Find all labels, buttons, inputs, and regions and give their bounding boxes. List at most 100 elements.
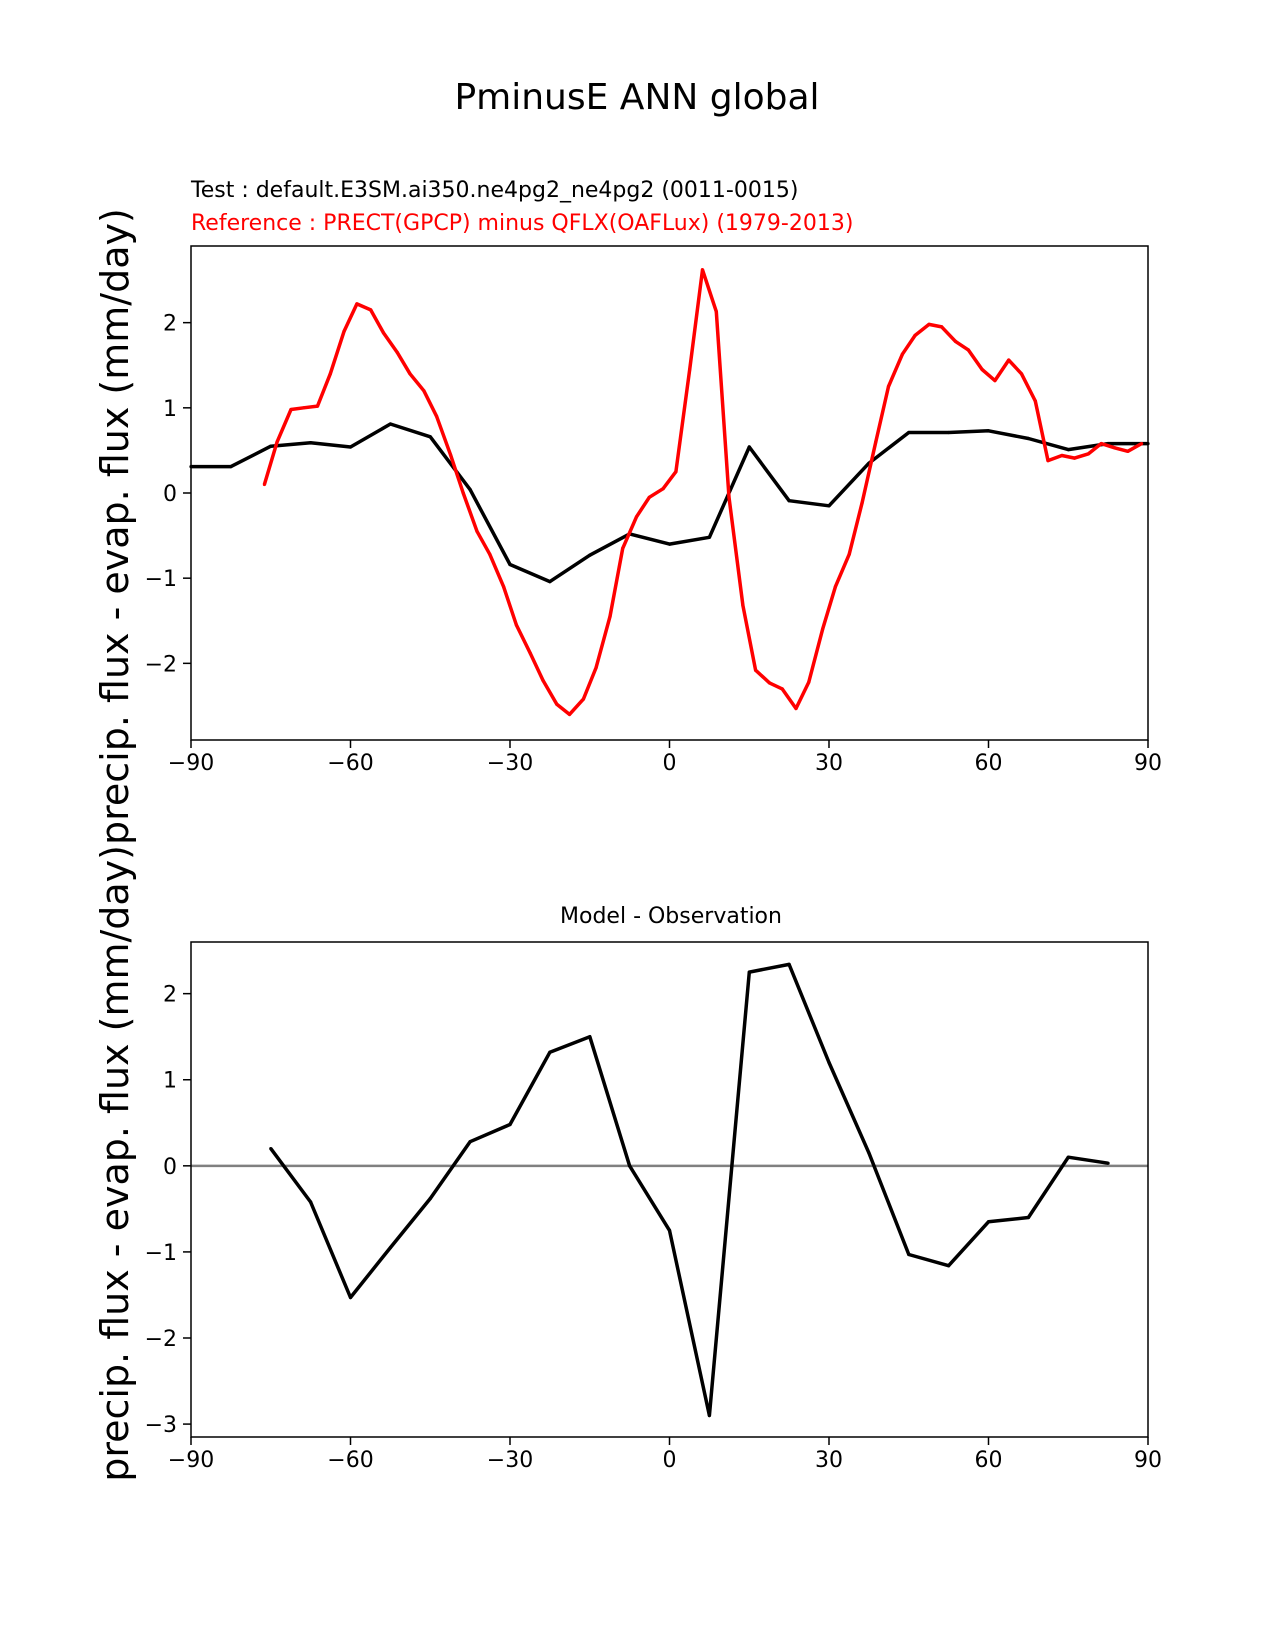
reference-data-point <box>422 389 426 393</box>
difference-data-point <box>269 1147 273 1151</box>
reference-data-point <box>714 310 718 314</box>
reference-data-point <box>1086 452 1091 456</box>
test-data-point <box>947 430 951 435</box>
reference-data-point <box>900 352 905 356</box>
y-tick-label: 1 <box>163 397 177 422</box>
reference-data-point <box>567 712 572 717</box>
reference-data-point <box>475 529 479 533</box>
reference-data-point <box>461 491 465 495</box>
reference-data-point <box>448 453 453 457</box>
reference-data-point <box>1126 449 1130 453</box>
reference-data-point <box>262 482 266 487</box>
difference-data-point <box>1066 1155 1070 1159</box>
top-panel: Test : default.E3SM.ai350.ne4pg2_ne4pg2 … <box>145 178 1162 776</box>
y-tick-label: −2 <box>145 652 177 677</box>
difference-data-point <box>348 1295 353 1300</box>
reference-label: Reference : PRECT(GPCP) minus QFLX(OAFLu… <box>191 211 853 236</box>
test-data-point <box>548 580 552 584</box>
difference-data-point <box>787 962 791 967</box>
reference-data-point <box>1060 453 1064 458</box>
x-tick-label: 0 <box>663 751 677 776</box>
bottom-plot-marks <box>191 962 1148 1418</box>
test-data-point <box>269 444 273 448</box>
x-tick-label: 0 <box>663 1448 677 1473</box>
reference-data-point <box>886 384 891 389</box>
difference-data-point <box>827 1060 831 1065</box>
x-tick-label: 90 <box>1134 1448 1162 1473</box>
reference-data-point <box>647 495 651 499</box>
test-data-point <box>309 441 313 445</box>
y-tick-label: −3 <box>145 1413 177 1438</box>
x-tick-label: 90 <box>1134 751 1162 776</box>
x-tick-label: −60 <box>327 751 373 776</box>
reference-data-point <box>408 372 412 376</box>
reference-data-point <box>700 268 705 272</box>
reference-data-point <box>661 487 665 491</box>
difference-title: Model - Observation <box>560 904 782 929</box>
test-data-point <box>388 422 392 426</box>
reference-data-point <box>315 404 320 408</box>
reference-data-point <box>741 603 745 608</box>
reference-data-point <box>1099 442 1103 446</box>
reference-data-point <box>634 515 639 519</box>
difference-data-point <box>1106 1161 1110 1165</box>
reference-data-point <box>847 552 851 556</box>
reference-data-point <box>794 706 798 711</box>
x-tick-label: 60 <box>975 751 1003 776</box>
reference-data-point <box>541 678 545 683</box>
test-data-point <box>707 535 712 539</box>
reference-data-point <box>1019 372 1024 376</box>
reference-data-point <box>342 329 346 333</box>
reference-data-point <box>1113 446 1117 450</box>
figure-ylabel: precip. flux - evap. flux (mm/day)precip… <box>93 208 137 1482</box>
reference-data-point <box>754 668 758 672</box>
reference-data-point <box>821 627 825 631</box>
y-tick-label: 0 <box>163 1155 177 1180</box>
difference-data-point <box>548 1050 552 1054</box>
x-tick-label: −90 <box>168 751 214 776</box>
reference-data-point <box>435 414 439 418</box>
test-data-point <box>348 445 353 449</box>
reference-data-point <box>807 680 811 684</box>
reference-data-point <box>940 325 944 329</box>
reference-data-point <box>594 666 598 670</box>
difference-data-point <box>707 1413 712 1418</box>
test-data-point <box>508 562 512 567</box>
reference-data-point <box>780 687 784 691</box>
test-data-point <box>827 504 831 508</box>
x-tick-label: 60 <box>975 1448 1003 1473</box>
difference-data-point <box>947 1264 951 1268</box>
reference-data-point <box>1140 442 1144 446</box>
x-tick-label: 30 <box>815 751 843 776</box>
bottom-panel: Model - Observation −90 −60 −30 0 30 60 90 −3 −2… <box>145 904 1162 1473</box>
test-data-point <box>907 430 911 435</box>
reference-data-point <box>1073 456 1077 460</box>
test-data-point <box>1026 436 1030 441</box>
reference-data-point <box>874 440 878 444</box>
top-axis-ticks: −90 −60 −30 0 30 60 90 −2 −1 0 1 2 <box>145 312 1162 776</box>
figure-suptitle: PminusE ANN global <box>454 77 819 118</box>
difference-data-point <box>588 1035 592 1039</box>
reference-data-point <box>621 546 625 551</box>
test-label: Test : default.E3SM.ai350.ne4pg2_ne4pg2 … <box>190 178 798 203</box>
y-tick-label: 0 <box>163 482 177 507</box>
y-tick-label: −1 <box>145 567 177 592</box>
reference-data-point <box>275 440 279 444</box>
test-data-point <box>588 553 592 557</box>
test-data-point <box>986 429 991 433</box>
test-series-line <box>191 422 1148 584</box>
test-data-point <box>229 465 233 469</box>
difference-data-point <box>468 1140 472 1144</box>
difference-data-point <box>628 1164 632 1168</box>
reference-data-point <box>1046 459 1050 463</box>
reference-data-point <box>966 348 970 352</box>
x-tick-label: −60 <box>327 1448 373 1473</box>
reference-data-point <box>1007 358 1011 362</box>
reference-data-point <box>528 651 532 655</box>
x-tick-label: 30 <box>815 1448 843 1473</box>
reference-data-point <box>514 623 519 627</box>
difference-data-point <box>1026 1215 1030 1220</box>
bottom-axis-ticks: −90 −60 −30 0 30 60 90 −3 −2 −1 0 1 2 <box>145 983 1162 1473</box>
difference-data-point <box>907 1252 911 1257</box>
